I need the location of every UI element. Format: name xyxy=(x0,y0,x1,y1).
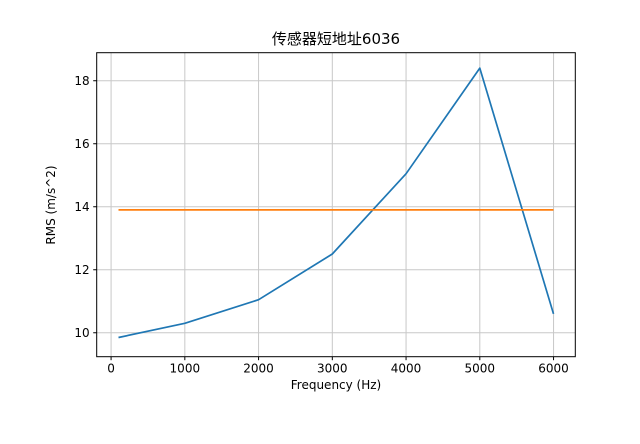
chart-title: 传感器短地址6036 xyxy=(272,30,400,48)
x-tick-label-3000: 3000 xyxy=(317,362,348,376)
x-tick-label-5000: 5000 xyxy=(465,362,496,376)
x-tick-label-1000: 1000 xyxy=(170,362,201,376)
axes-frame xyxy=(96,52,576,358)
x-axis-label: Frequency (Hz) xyxy=(291,378,382,392)
y-tick-label-10: 10 xyxy=(74,326,89,340)
series-layer xyxy=(118,67,555,339)
tick-layer: 0 1000 2000 3000 4000 5000 6000 10 12 14 16 18 xyxy=(74,74,568,376)
x-tick-label-4000: 4000 xyxy=(391,362,422,376)
y-tick-label-12: 12 xyxy=(74,263,89,277)
x-tick-label-2000: 2000 xyxy=(243,362,274,376)
x-tick-label-6000: 6000 xyxy=(538,362,569,376)
y-tick-label-18: 18 xyxy=(74,74,89,88)
y-tick-label-16: 16 xyxy=(74,137,89,151)
rms-series-line xyxy=(118,67,555,339)
x-tick-label-0: 0 xyxy=(107,362,115,376)
grid-layer xyxy=(96,52,576,357)
y-tick-label-14: 14 xyxy=(74,200,89,214)
y-axis-label: RMS (m/s^2) xyxy=(44,165,58,244)
